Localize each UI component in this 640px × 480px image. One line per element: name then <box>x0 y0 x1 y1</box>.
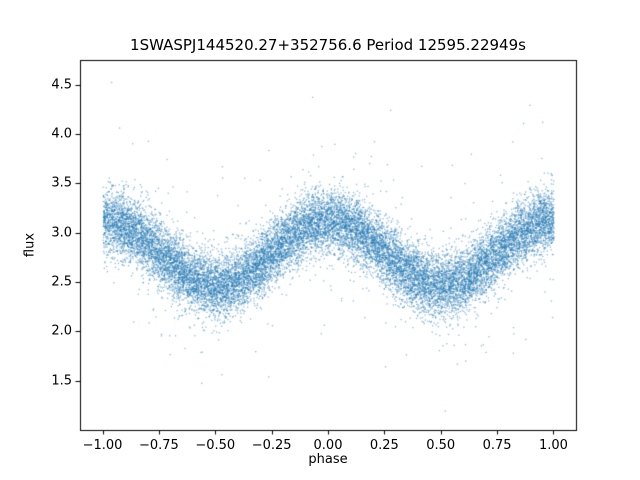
x-tick-label: −0.50 <box>195 438 236 453</box>
x-tick-label: −1.00 <box>82 438 123 453</box>
x-tick-label: 0.75 <box>482 438 512 453</box>
x-tick-label: −0.25 <box>251 438 292 453</box>
x-tick-label: 0.25 <box>369 438 399 453</box>
chart-title: 1SWASPJ144520.27+352756.6 Period 12595.2… <box>130 36 526 54</box>
x-tick-label: 0.00 <box>313 438 343 453</box>
x-tick-label: −0.75 <box>138 438 179 453</box>
y-axis-label: flux <box>22 232 38 258</box>
y-tick-label: 3.0 <box>51 225 72 241</box>
y-tick-label: 4.5 <box>51 77 72 93</box>
x-tick-label: 1.00 <box>538 438 568 453</box>
y-tick-label: 4.0 <box>51 126 72 142</box>
y-tick-label: 3.5 <box>51 175 72 191</box>
y-tick-label: 2.5 <box>51 274 72 290</box>
y-tick-label: 1.5 <box>51 373 72 389</box>
x-axis-label: phase <box>308 452 348 467</box>
y-tick-label: 2.0 <box>51 323 72 339</box>
x-tick-label: 0.50 <box>426 438 456 453</box>
